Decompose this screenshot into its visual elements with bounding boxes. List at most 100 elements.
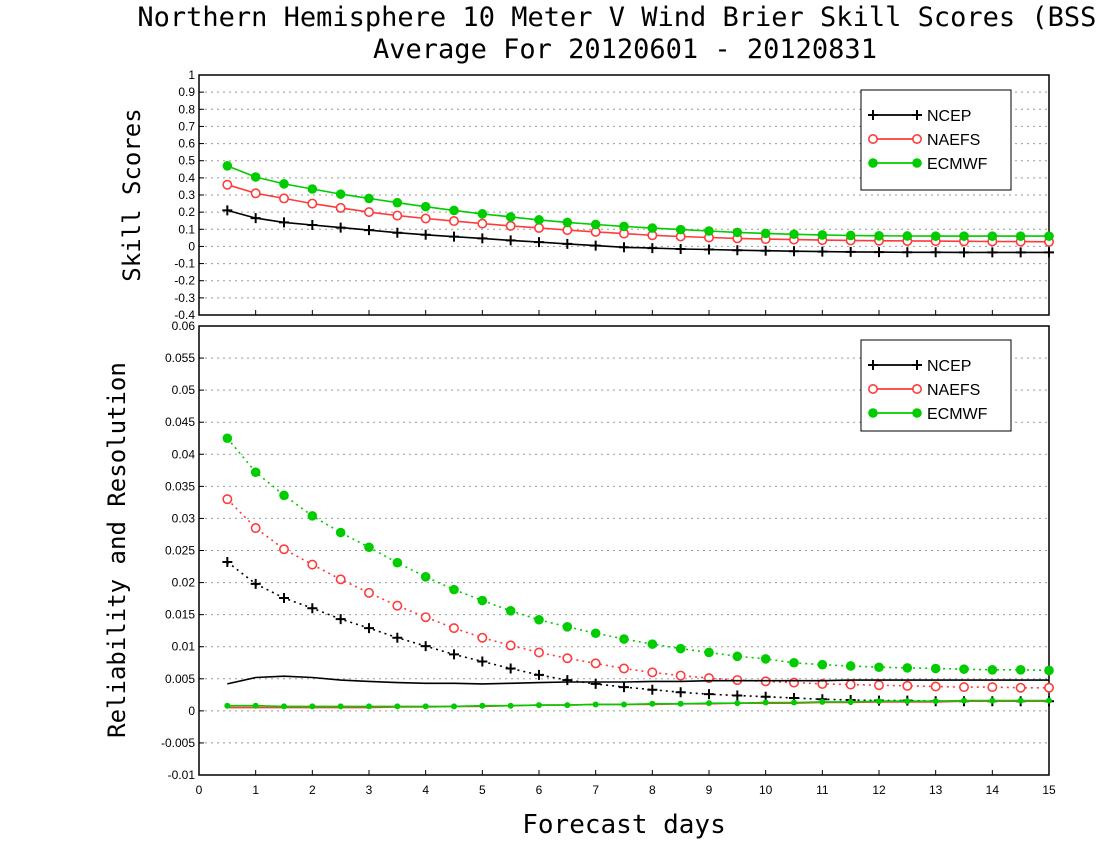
ncep-data-point xyxy=(675,244,686,254)
ecmwf-data-point xyxy=(647,223,658,233)
legend-marker-naefs xyxy=(867,134,878,145)
ecmwf-resolution-series-line xyxy=(226,437,1050,672)
ncep-data-point xyxy=(902,247,913,258)
y-tick-label: 0.05 xyxy=(172,383,196,397)
ecmwf-data-point xyxy=(477,209,488,219)
ecmwf-resolution-data-point xyxy=(364,542,374,553)
ecmwf-reliability-data-point xyxy=(677,700,684,707)
ecmwf-reliability-data-point xyxy=(451,703,457,710)
x-tick-label: 0 xyxy=(196,783,203,797)
ecmwf-data-point xyxy=(392,197,403,208)
ecmwf-resolution-data-point xyxy=(222,433,233,444)
ncep-data-point xyxy=(1015,247,1026,258)
x-tick-label: 4 xyxy=(422,783,429,797)
naefs-resolution-data-point xyxy=(477,632,488,643)
ncep-data-point xyxy=(817,246,828,257)
ecmwf-reliability-data-point xyxy=(224,702,231,709)
ecmwf-data-point xyxy=(335,189,346,199)
naefs-resolution-data-point xyxy=(448,623,459,634)
y-tick-label: 0.005 xyxy=(165,672,195,686)
ecmwf-data-point xyxy=(364,193,374,204)
ecmwf-resolution-data-point xyxy=(307,511,318,521)
naefs-resolution-data-point xyxy=(788,677,799,688)
ncep-data-point xyxy=(704,244,714,255)
ecmwf-resolution-data-point xyxy=(534,614,544,625)
ecmwf-data-point xyxy=(987,231,998,241)
ncep-resolution-data-point xyxy=(420,641,431,652)
ecmwf-resolution-data-point xyxy=(845,661,856,671)
ecmwf-reliability-data-point xyxy=(479,702,486,709)
ecmwf-data-point xyxy=(789,229,799,240)
ncep-data-point xyxy=(930,247,941,258)
legend-label-ecmwf: ECMWF xyxy=(927,156,988,173)
naefs-data-point xyxy=(477,218,488,229)
y-tick-label: -0.1 xyxy=(174,257,195,271)
ecmwf-data-point xyxy=(420,201,431,212)
y-tick-label: 0.9 xyxy=(178,85,195,99)
ncep-data-point xyxy=(987,247,998,258)
ecmwf-resolution-data-point xyxy=(420,571,431,582)
ecmwf-reliability-data-point xyxy=(281,703,287,710)
naefs-resolution-data-point xyxy=(250,523,261,534)
ncep-data-point xyxy=(959,247,969,258)
y-tick-label: 0 xyxy=(188,704,195,718)
ncep-data-point xyxy=(279,217,289,228)
ecmwf-reliability-data-point xyxy=(422,703,429,710)
ncep-data-point xyxy=(619,242,629,253)
ecmwf-data-point xyxy=(959,231,969,241)
ncep-resolution-data-point xyxy=(590,678,601,689)
ecmwf-reliability-data-point xyxy=(989,697,996,704)
ncep-data-point xyxy=(789,246,799,257)
y-tick-label: 0.045 xyxy=(165,415,195,429)
ecmwf-resolution-data-point xyxy=(902,663,913,673)
ecmwf-reliability-data-point xyxy=(394,703,401,710)
naefs-resolution-data-point xyxy=(533,647,544,658)
plot-frame xyxy=(198,325,1050,776)
ecmwf-data-point xyxy=(675,224,686,235)
ecmwf-resolution-data-point xyxy=(449,584,459,595)
ecmwf-data-point xyxy=(1044,231,1054,241)
x-tick-label: 5 xyxy=(479,783,486,797)
ecmwf-data-point xyxy=(874,231,884,241)
x-tick-label: 8 xyxy=(649,783,656,797)
ecmwf-data-point xyxy=(505,212,516,222)
ecmwf-reliability-series-line xyxy=(227,699,1049,708)
ecmwf-reliability-data-point xyxy=(706,700,712,707)
ecmwf-data-point xyxy=(562,217,573,228)
ecmwf-resolution-data-point xyxy=(704,647,714,658)
ecmwf-data-point xyxy=(222,161,233,171)
ecmwf-reliability-data-point xyxy=(876,698,882,705)
ecmwf-resolution-data-point xyxy=(279,490,289,501)
ecmwf-resolution-data-point xyxy=(505,605,516,616)
ecmwf-reliability-data-point xyxy=(791,699,797,706)
naefs-data-point xyxy=(420,213,431,224)
ncep-data-point xyxy=(477,233,488,244)
ncep-resolution-data-point xyxy=(675,687,686,698)
ecmwf-data-point xyxy=(590,219,601,230)
y-axis-label-skill-scores: Skill Scores xyxy=(118,108,146,281)
naefs-data-point xyxy=(250,188,261,199)
naefs-resolution-data-point xyxy=(1015,682,1026,693)
ecmwf-resolution-data-point xyxy=(789,657,799,668)
naefs-series-line xyxy=(227,183,1050,243)
ncep-resolution-data-point xyxy=(364,623,374,634)
x-tick-label: 15 xyxy=(1042,783,1056,797)
legend-marker-ncep xyxy=(912,360,922,370)
chart-title-line1: Northern Hemisphere 10 Meter V Wind Brie… xyxy=(137,2,1100,33)
x-tick-label: 9 xyxy=(706,783,713,797)
ecmwf-data-point xyxy=(845,230,856,241)
legend-marker-naefs xyxy=(911,383,922,394)
ncep-data-point xyxy=(1044,247,1054,258)
y-tick-label: -0.4 xyxy=(174,308,195,322)
x-tick-label: 1 xyxy=(252,783,259,797)
y-tick-label: 0.2 xyxy=(178,205,195,219)
ncep-resolution-data-point xyxy=(222,557,233,568)
x-tick-label: 13 xyxy=(929,783,943,797)
ecmwf-data-point xyxy=(704,226,714,236)
ecmwf-reliability-data-point xyxy=(961,697,967,704)
ncep-data-point xyxy=(505,235,516,246)
ncep-data-point xyxy=(845,246,856,257)
legend-box xyxy=(860,89,1012,191)
naefs-resolution-data-point xyxy=(222,494,233,505)
y-tick-label: 0.02 xyxy=(172,576,196,590)
